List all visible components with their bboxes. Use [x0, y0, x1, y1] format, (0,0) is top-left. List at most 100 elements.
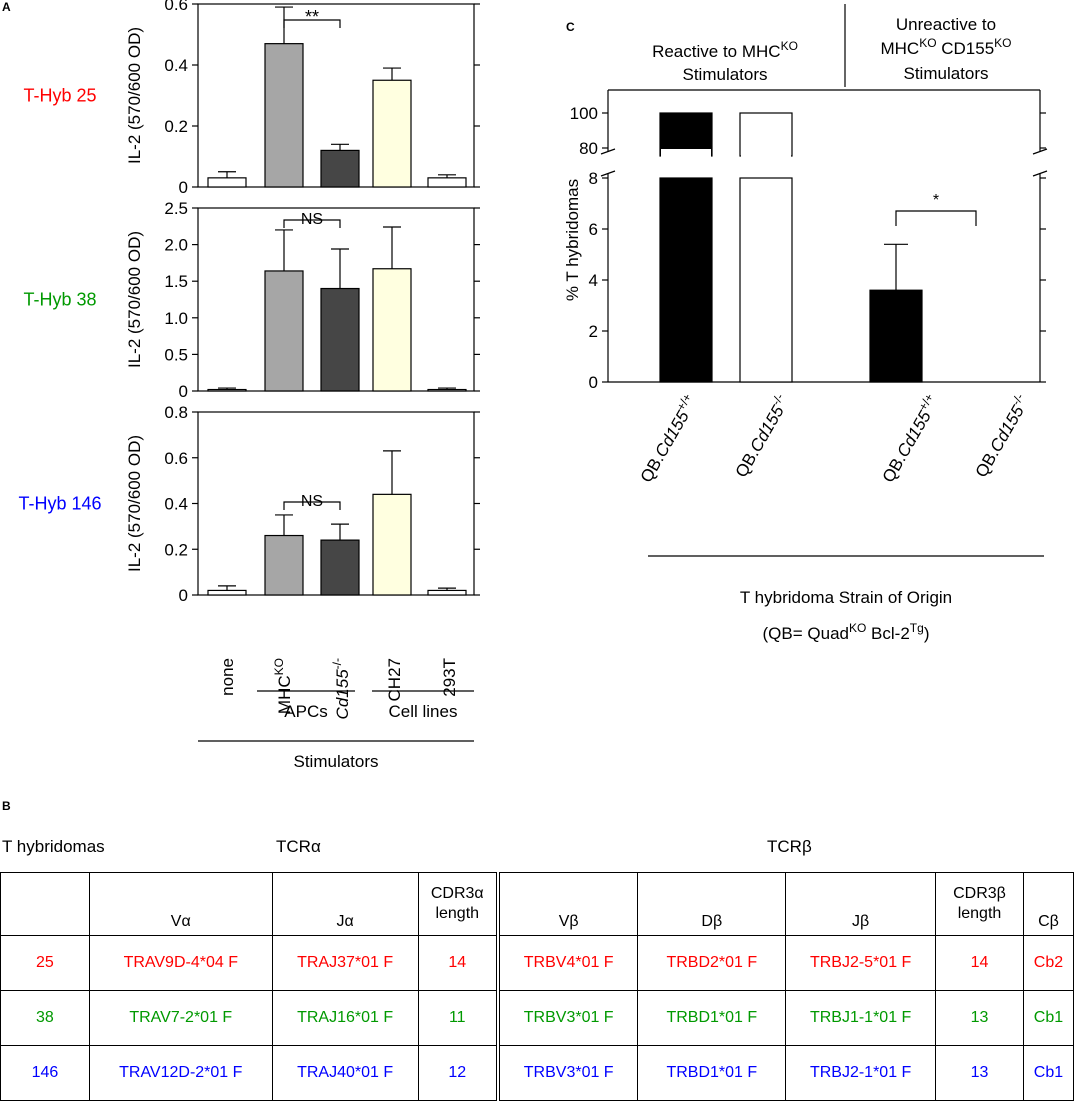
- y-tick-label: 80: [579, 139, 598, 158]
- header-cell-cdr3b: CDR3β length: [935, 872, 1024, 936]
- header-left-line1: Reactive to MHCKO: [652, 39, 798, 61]
- bar-4: [372, 79, 412, 188]
- plot-title: T-Hyb 38: [23, 290, 96, 310]
- y-tick-label: 0.4: [164, 56, 188, 75]
- bar-2: [264, 270, 304, 392]
- significance-label: NS: [301, 211, 323, 228]
- header-cell-db: Dβ: [637, 872, 787, 936]
- y-tick-label: 0.2: [164, 540, 188, 559]
- table-cell: TRAV9D-4*04 F: [88, 935, 273, 991]
- table-cell: TRBV3*01 F: [497, 1045, 639, 1101]
- panel-c-xsub: (QB= QuadKO Bcl-2Tg): [763, 621, 930, 643]
- x-label-ch27: CH27: [385, 658, 404, 701]
- significance-bracket: [283, 219, 341, 228]
- table-cell: TRAJ16*01 F: [271, 990, 419, 1046]
- header-left-line2: Stimulators: [682, 65, 767, 84]
- c-x-label-3: QB.Cd155+/+: [876, 391, 943, 486]
- y-tick-label: 1.0: [164, 309, 188, 328]
- apcs-label: APCs: [284, 702, 327, 721]
- bar-upper-1: [659, 112, 713, 157]
- y-axis-label: IL-2 (570/600 OD): [125, 27, 144, 164]
- y-tick-label: 0.2: [164, 117, 188, 136]
- y-tick-label: 0.6: [164, 0, 188, 14]
- y-tick-label: 2.0: [164, 236, 188, 255]
- table-cell: 11: [417, 990, 500, 1046]
- table-cell: TRAJ37*01 F: [271, 935, 419, 991]
- tcr-table: Vα Jα CDR3α length Vβ Dβ Jβ CDR3β length…: [0, 872, 1074, 1101]
- header-cell-cb: Cβ: [1022, 872, 1074, 936]
- bar-2: [264, 534, 304, 596]
- panel-c-x-labels: QB.Cd155+/+ QB.Cd155-/- QB.Cd155+/+ QB.C…: [634, 391, 1033, 486]
- y-tick-label: 1.5: [164, 272, 188, 291]
- tcrb-label: TCRβ: [767, 837, 812, 856]
- table-cell: 13: [935, 1045, 1024, 1101]
- bar-4: [372, 493, 412, 596]
- header-right-line1: Unreactive to: [896, 15, 996, 34]
- c-x-label-1: QB.Cd155+/+: [634, 391, 701, 486]
- y-tick-label: 0.4: [164, 495, 188, 514]
- table-cell: TRBV3*01 F: [497, 990, 639, 1046]
- significance-label: **: [305, 7, 319, 27]
- y-tick-label: 0: [179, 382, 188, 401]
- table-cell: 146: [0, 1045, 90, 1101]
- table-cell: Cb1: [1022, 1045, 1074, 1101]
- bar-upper-2: [739, 112, 793, 157]
- table-cell: 14: [935, 935, 1024, 991]
- table-cell: TRBV4*01 F: [497, 935, 639, 991]
- x-label-293t: 293T: [440, 658, 459, 697]
- bar-3: [320, 539, 360, 596]
- y-tick-label: 0.8: [164, 403, 188, 422]
- panel-c-plot: 0 2 4 6 8 80 100 *: [570, 89, 1048, 392]
- header-cell: [0, 872, 90, 936]
- bar-1: [207, 177, 247, 188]
- table-cell: TRBJ1-1*01 F: [785, 990, 937, 1046]
- bar-5: [427, 177, 467, 188]
- axis-break-mark: [1032, 170, 1048, 177]
- t-hybridomas-label: T hybridomas: [2, 837, 105, 856]
- header-cell-cdr3a: CDR3α length: [417, 872, 500, 936]
- axis-break-mark: [1032, 148, 1048, 155]
- stimulators-label: Stimulators: [293, 752, 378, 771]
- bar-2: [264, 43, 304, 188]
- y-tick-label: 0: [589, 373, 598, 392]
- table-header-row: Vα Jα CDR3α length Vβ Dβ Jβ CDR3β length…: [0, 872, 1074, 936]
- bar-break-gap: [741, 149, 791, 157]
- y-tick-label: 6: [589, 220, 598, 239]
- c-x-label-4: QB.Cd155-/-: [969, 391, 1033, 481]
- table-cell: Cb2: [1022, 935, 1074, 991]
- header-right-line3: Stimulators: [903, 64, 988, 83]
- y-tick-label: 100: [570, 104, 598, 123]
- il2-plot-1: 0 0.2 0.4 0.6 IL-2 (570/600 OD) T-Hyb 25 **: [23, 0, 480, 197]
- significance-bracket: [895, 210, 977, 226]
- tcra-label: TCRα: [276, 837, 321, 856]
- bar-1: [207, 589, 247, 596]
- panel-c-ylabel: % T hybridomas: [563, 179, 582, 301]
- panel-a-plots: 0 0.2 0.4 0.6 IL-2 (570/600 OD) T-Hyb 25 ** 0 0.…: [18, 0, 480, 605]
- y-tick-label: 0.5: [164, 345, 188, 364]
- x-label-none: none: [218, 658, 237, 696]
- table-cell: TRAJ40*01 F: [271, 1045, 419, 1101]
- y-tick-label: 8: [589, 169, 598, 188]
- significance-bracket: [283, 19, 341, 28]
- table-cell: 12: [417, 1045, 500, 1101]
- bar-lower-1: [659, 177, 713, 383]
- bar-break-gap: [661, 149, 711, 157]
- table-cell: 38: [0, 990, 90, 1046]
- table-cell: TRBD2*01 F: [637, 935, 787, 991]
- table-cell: 13: [935, 990, 1024, 1046]
- table-cell: TRBJ2-1*01 F: [785, 1045, 937, 1101]
- bar-4: [372, 268, 412, 392]
- y-tick-label: 0: [179, 586, 188, 605]
- table-cell: TRBD1*01 F: [637, 1045, 787, 1101]
- plot-title: T-Hyb 146: [18, 494, 101, 514]
- bar-1: [207, 388, 247, 392]
- il2-plot-3: 0 0.2 0.4 0.6 0.8 IL-2 (570/600 OD) T-Hyb 146 N…: [18, 403, 480, 605]
- bar-3: [320, 287, 360, 392]
- y-axis-label: IL-2 (570/600 OD): [125, 231, 144, 368]
- significance-label: *: [933, 192, 939, 209]
- y-tick-label: 0.6: [164, 449, 188, 468]
- cell-lines-label: Cell lines: [389, 702, 458, 721]
- table-cell: TRAV7-2*01 F: [88, 990, 273, 1046]
- bar-3: [869, 289, 923, 383]
